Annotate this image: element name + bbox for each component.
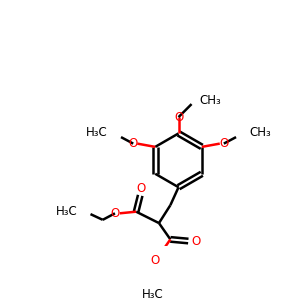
- Text: O: O: [150, 254, 160, 267]
- Text: O: O: [174, 111, 183, 124]
- Text: H₃C: H₃C: [56, 205, 77, 218]
- Text: H₃C: H₃C: [142, 288, 163, 300]
- Text: O: O: [136, 182, 146, 194]
- Text: CH₃: CH₃: [200, 94, 221, 107]
- Text: O: O: [191, 235, 200, 248]
- Text: O: O: [219, 137, 229, 150]
- Text: O: O: [110, 207, 120, 220]
- Text: O: O: [129, 137, 138, 150]
- Text: CH₃: CH₃: [249, 126, 271, 139]
- Text: H₃C: H₃C: [86, 126, 108, 139]
